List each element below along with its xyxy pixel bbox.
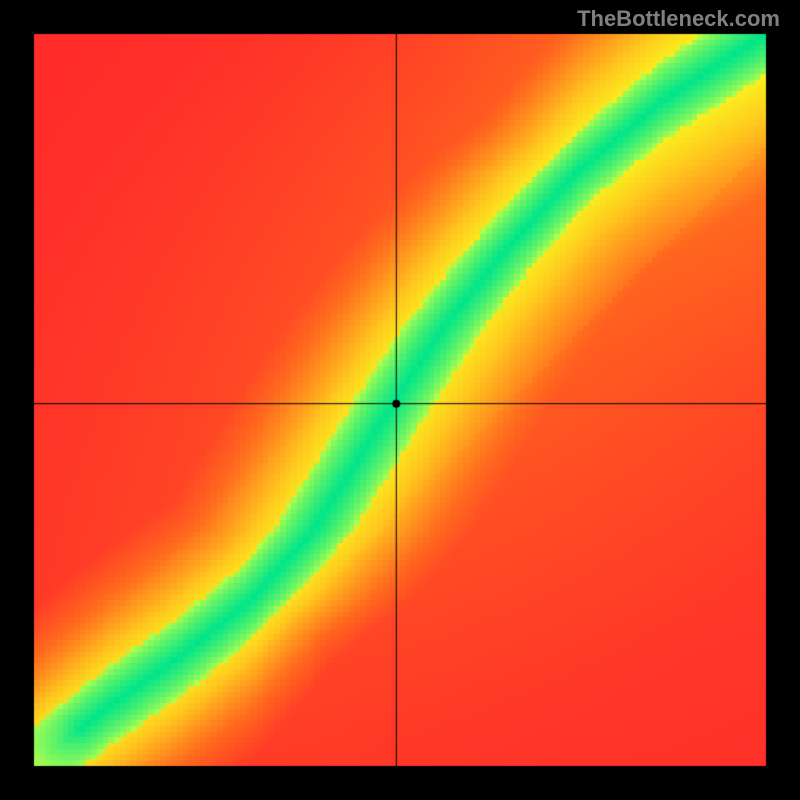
heatmap-canvas [0, 0, 800, 800]
chart-container: TheBottleneck.com [0, 0, 800, 800]
watermark-text: TheBottleneck.com [577, 6, 780, 32]
